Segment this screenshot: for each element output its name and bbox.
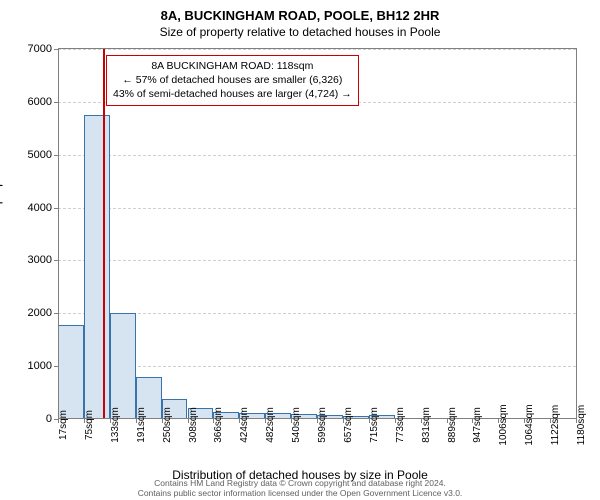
x-tick-label: 889sqm <box>447 407 458 443</box>
y-tick <box>54 49 58 50</box>
x-tick-label: 947sqm <box>472 407 483 443</box>
x-tick-label: 250sqm <box>162 407 173 443</box>
y-tick-label: 6000 <box>28 96 52 108</box>
y-tick <box>54 366 58 367</box>
x-tick-label: 366sqm <box>213 407 224 443</box>
chart-title: 8A, BUCKINGHAM ROAD, POOLE, BH12 2HR <box>0 0 600 23</box>
info-box: 8A BUCKINGHAM ROAD: 118sqm← 57% of detac… <box>106 55 359 106</box>
info-box-line: 43% of semi-detached houses are larger (… <box>113 87 352 101</box>
x-tick-label: 599sqm <box>317 407 328 443</box>
footer-attribution: Contains HM Land Registry data © Crown c… <box>138 478 463 498</box>
histogram-bar <box>110 313 136 419</box>
x-tick-label: 133sqm <box>110 407 121 443</box>
y-tick-label: 2000 <box>28 307 52 319</box>
chart-subtitle: Size of property relative to detached ho… <box>0 23 600 39</box>
y-tick-label: 7000 <box>28 43 52 55</box>
x-tick-label: 540sqm <box>291 407 302 443</box>
chart-container: 8A, BUCKINGHAM ROAD, POOLE, BH12 2HR Siz… <box>0 0 600 500</box>
gridline <box>58 208 576 209</box>
plot: 8A BUCKINGHAM ROAD: 118sqm← 57% of detac… <box>58 49 576 419</box>
gridline <box>58 155 576 156</box>
footer-line-2: Contains public sector information licen… <box>138 488 463 498</box>
y-tick-label: 4000 <box>28 202 52 214</box>
info-box-line: 8A BUCKINGHAM ROAD: 118sqm <box>113 59 352 73</box>
plot-area: 8A BUCKINGHAM ROAD: 118sqm← 57% of detac… <box>58 48 577 419</box>
info-box-line: ← 57% of detached houses are smaller (6,… <box>113 73 352 87</box>
y-tick-label: 5000 <box>28 149 52 161</box>
y-tick <box>54 313 58 314</box>
x-tick-label: 1064sqm <box>524 404 535 445</box>
y-tick <box>54 102 58 103</box>
x-tick-label: 657sqm <box>343 407 354 443</box>
gridline <box>58 260 576 261</box>
x-tick-label: 75sqm <box>84 410 95 440</box>
histogram-bar <box>58 325 84 419</box>
histogram-bar <box>84 115 110 419</box>
y-tick-label: 1000 <box>28 360 52 372</box>
y-axis <box>58 49 59 419</box>
gridline <box>58 49 576 50</box>
y-tick <box>54 208 58 209</box>
x-tick-label: 1006sqm <box>498 404 509 445</box>
gridline <box>58 313 576 314</box>
footer-line-1: Contains HM Land Registry data © Crown c… <box>138 478 463 488</box>
y-tick-label: 3000 <box>28 254 52 266</box>
x-tick-label: 831sqm <box>421 407 432 443</box>
y-tick <box>54 155 58 156</box>
y-tick-label: 0 <box>46 413 52 425</box>
x-tick-label: 191sqm <box>136 407 147 443</box>
x-tick-label: 715sqm <box>369 407 380 443</box>
x-tick-label: 1122sqm <box>550 405 561 445</box>
gridline <box>58 366 576 367</box>
x-tick-label: 482sqm <box>265 407 276 443</box>
x-tick-label: 308sqm <box>188 407 199 443</box>
x-tick-label: 773sqm <box>395 407 406 443</box>
x-tick-label: 17sqm <box>58 410 69 440</box>
x-tick-label: 1180sqm <box>576 405 587 445</box>
y-axis-label: Number of detached properties <box>0 151 3 316</box>
x-tick-label: 424sqm <box>239 407 250 443</box>
marker-line <box>103 49 105 419</box>
y-tick <box>54 260 58 261</box>
